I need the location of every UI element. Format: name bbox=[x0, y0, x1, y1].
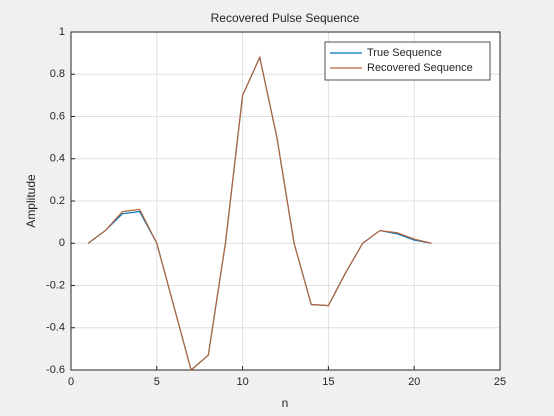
axes-box bbox=[70, 31, 501, 371]
x-tick-label: 15 bbox=[322, 376, 334, 388]
y-tick-label: 0.6 bbox=[50, 110, 65, 122]
legend-box bbox=[324, 41, 491, 81]
y-tick-label: -0.6 bbox=[46, 364, 65, 376]
x-tick-label: 20 bbox=[408, 376, 420, 388]
x-tick-label: 5 bbox=[154, 376, 160, 388]
y-tick-label: 0.4 bbox=[50, 153, 65, 165]
y-tick-label: -0.2 bbox=[46, 279, 65, 291]
x-tick-label: 10 bbox=[236, 376, 248, 388]
x-axis-label: n bbox=[282, 396, 289, 410]
chart-title: Recovered Pulse Sequence bbox=[211, 11, 360, 25]
legend-label: Recovered Sequence bbox=[367, 62, 473, 74]
legend-label: True Sequence bbox=[367, 47, 442, 59]
y-tick-label: 1 bbox=[59, 26, 65, 38]
y-tick-label: 0.8 bbox=[50, 68, 65, 80]
x-tick-label: 25 bbox=[494, 376, 506, 388]
data-line bbox=[87, 55, 432, 372]
y-tick-label: 0.2 bbox=[50, 195, 65, 207]
x-tick-label: 0 bbox=[68, 376, 74, 388]
y-tick-label: 0 bbox=[59, 237, 65, 249]
y-axis-label: Amplitude bbox=[24, 174, 38, 228]
y-tick-label: -0.4 bbox=[46, 322, 65, 334]
